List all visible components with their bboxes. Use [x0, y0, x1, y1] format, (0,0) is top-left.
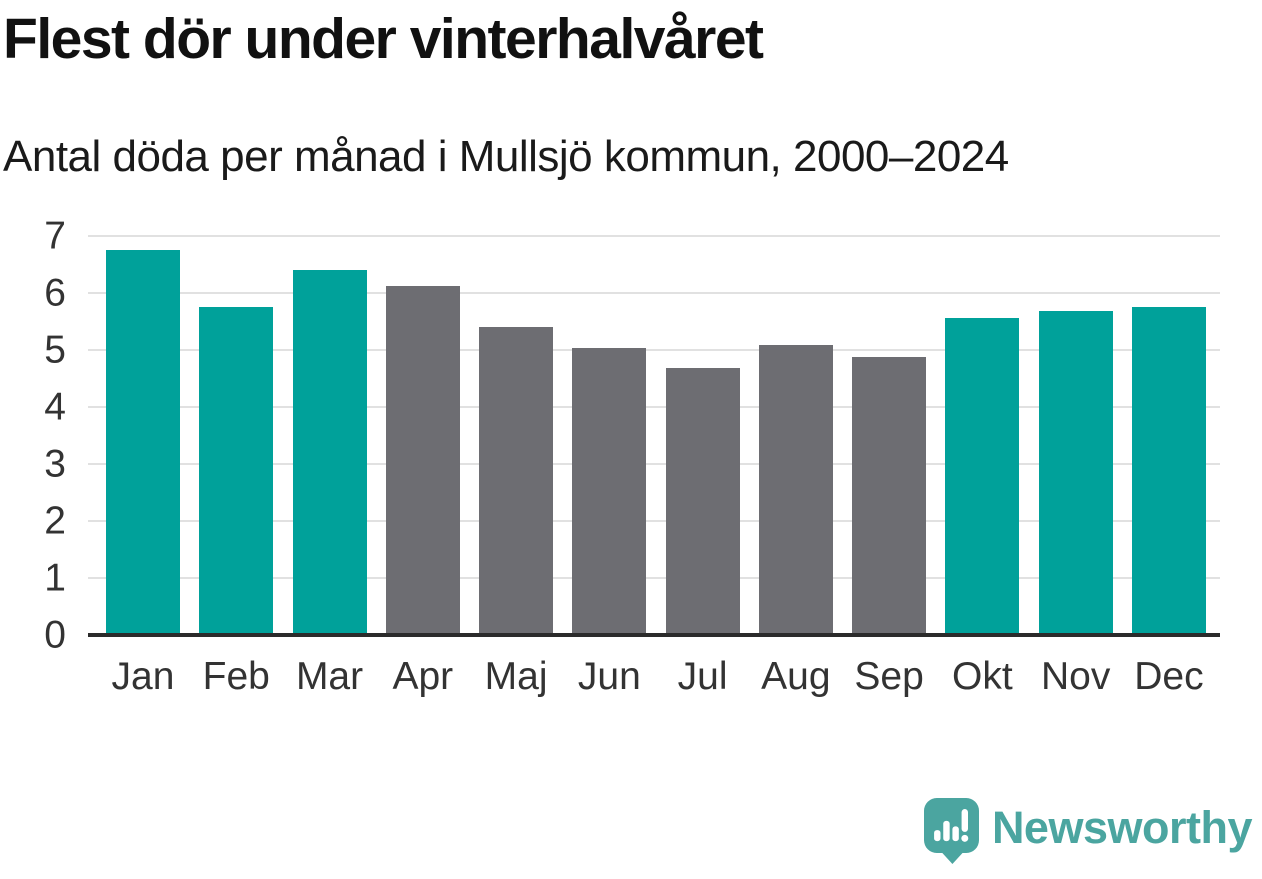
gridline-2 — [88, 520, 1220, 522]
x-tick-label-nov: Nov — [1040, 655, 1111, 698]
x-tick-label-jan: Jan — [111, 655, 175, 698]
bar-sep — [852, 356, 927, 635]
bar-jun — [572, 347, 647, 635]
x-tick-label-dec: Dec — [1134, 655, 1204, 698]
y-tick-label-4: 4 — [44, 385, 66, 429]
gridline-5 — [88, 348, 1220, 351]
x-tick-label-feb: Feb — [202, 655, 270, 698]
gridline-3 — [88, 462, 1220, 465]
gridline-1 — [88, 577, 1220, 579]
y-tick-label-6: 6 — [44, 271, 66, 315]
brand-footer: Newsworthy — [923, 798, 1253, 869]
bar-aug — [758, 345, 833, 635]
x-tick-label-sep: Sep — [854, 655, 924, 698]
x-axis: Jan Feb Mar Apr Maj Jun Jul Aug Sep Okt Nov Dec — [88, 655, 1220, 699]
x-tick-label-aug: Aug — [761, 655, 831, 698]
x-tick-label-okt: Okt — [952, 655, 1013, 698]
y-tick-label-7: 7 — [44, 214, 66, 258]
gridline-4 — [88, 406, 1220, 408]
bar-jan — [106, 249, 180, 635]
y-tick-label-3: 3 — [44, 442, 66, 486]
y-tick-label-2: 2 — [44, 499, 66, 543]
bar-jul — [665, 368, 740, 635]
bar-nov — [1038, 311, 1113, 635]
newsworthy-logo-icon — [923, 798, 979, 869]
plot-area — [88, 235, 1220, 637]
bar-apr — [385, 286, 460, 635]
bar-okt — [945, 318, 1020, 635]
y-tick-label-5: 5 — [44, 328, 66, 372]
chart-subtitle: Antal döda per månad i Mullsjö kommun, 2… — [3, 132, 1009, 181]
brand-name: Newsworthy — [991, 801, 1253, 853]
x-tick-label-jul: Jul — [677, 655, 728, 698]
bars-container — [88, 236, 1220, 635]
x-tick-label-apr: Apr — [392, 655, 454, 698]
bar-mar — [292, 270, 367, 635]
y-tick-label-1: 1 — [44, 556, 66, 600]
y-axis: 0 1 2 3 4 5 6 7 — [0, 217, 72, 655]
x-tick-label-jun: Jun — [577, 655, 641, 698]
gridline-6 — [88, 291, 1220, 294]
bar-maj — [479, 327, 554, 635]
bar-dec — [1131, 306, 1206, 635]
bar-feb — [199, 306, 274, 635]
x-tick-label-maj: Maj — [484, 655, 548, 698]
x-axis-line — [88, 633, 1220, 637]
x-tick-label-mar: Mar — [295, 655, 364, 698]
chart-title: Flest dör under vinterhalvåret — [3, 7, 764, 71]
gridline-7 — [88, 235, 1220, 237]
y-tick-label-0: 0 — [44, 613, 66, 657]
